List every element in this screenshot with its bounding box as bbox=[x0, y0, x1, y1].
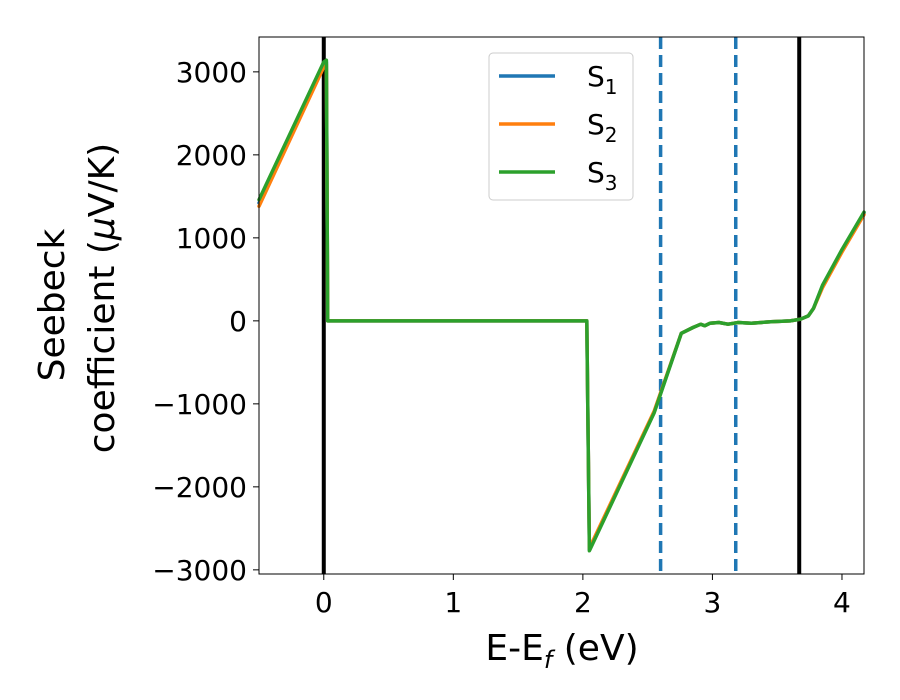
y-axis-label-line2: coefficient (μV/K) bbox=[82, 143, 123, 453]
y-axis-label-unit: V/K) bbox=[82, 143, 123, 217]
legend-label-2: S2 bbox=[587, 108, 618, 147]
y-tick-label: 2000 bbox=[176, 139, 247, 172]
series-lines bbox=[257, 58, 866, 553]
x-axis-label: E-Ef (eV) bbox=[485, 628, 638, 674]
legend: S1 S2 S3 bbox=[488, 52, 634, 201]
y-tick-label: 3000 bbox=[176, 56, 247, 89]
x-axis-label-main: E-E bbox=[485, 628, 543, 669]
y-tick-label: −2000 bbox=[152, 471, 247, 504]
y-axis-label-mu: μ bbox=[82, 217, 123, 241]
y-tick-label: −1000 bbox=[152, 388, 247, 421]
y-axis-label-line1: Seebeck bbox=[32, 228, 73, 381]
y-tick-label: 0 bbox=[229, 305, 247, 338]
y-axis-ticks: 3000 2000 1000 0 −1000 −2000 −3000 bbox=[152, 56, 259, 587]
y-tick-label: 1000 bbox=[176, 222, 247, 255]
x-tick-label: 0 bbox=[315, 586, 333, 619]
y-axis-label-coef: coefficient ( bbox=[82, 240, 123, 453]
x-tick-label: 4 bbox=[833, 586, 851, 619]
x-tick-label: 3 bbox=[704, 586, 722, 619]
x-tick-label: 2 bbox=[574, 586, 592, 619]
x-axis-ticks: 0 1 2 3 4 bbox=[315, 574, 851, 619]
y-axis-label: Seebeck coefficient (μV/K) bbox=[32, 143, 123, 453]
x-tick-label: 1 bbox=[444, 586, 462, 619]
legend-box bbox=[488, 52, 634, 201]
legend-label-3: S3 bbox=[587, 156, 618, 195]
x-axis-label-unit: (eV) bbox=[552, 628, 638, 669]
legend-label-1: S1 bbox=[587, 60, 618, 99]
y-tick-label: −3000 bbox=[152, 554, 247, 587]
vlines bbox=[321, 37, 802, 574]
plot-frame bbox=[258, 36, 865, 575]
legend-items: S1 S2 S3 bbox=[499, 60, 618, 195]
series-line-3 bbox=[257, 58, 866, 553]
